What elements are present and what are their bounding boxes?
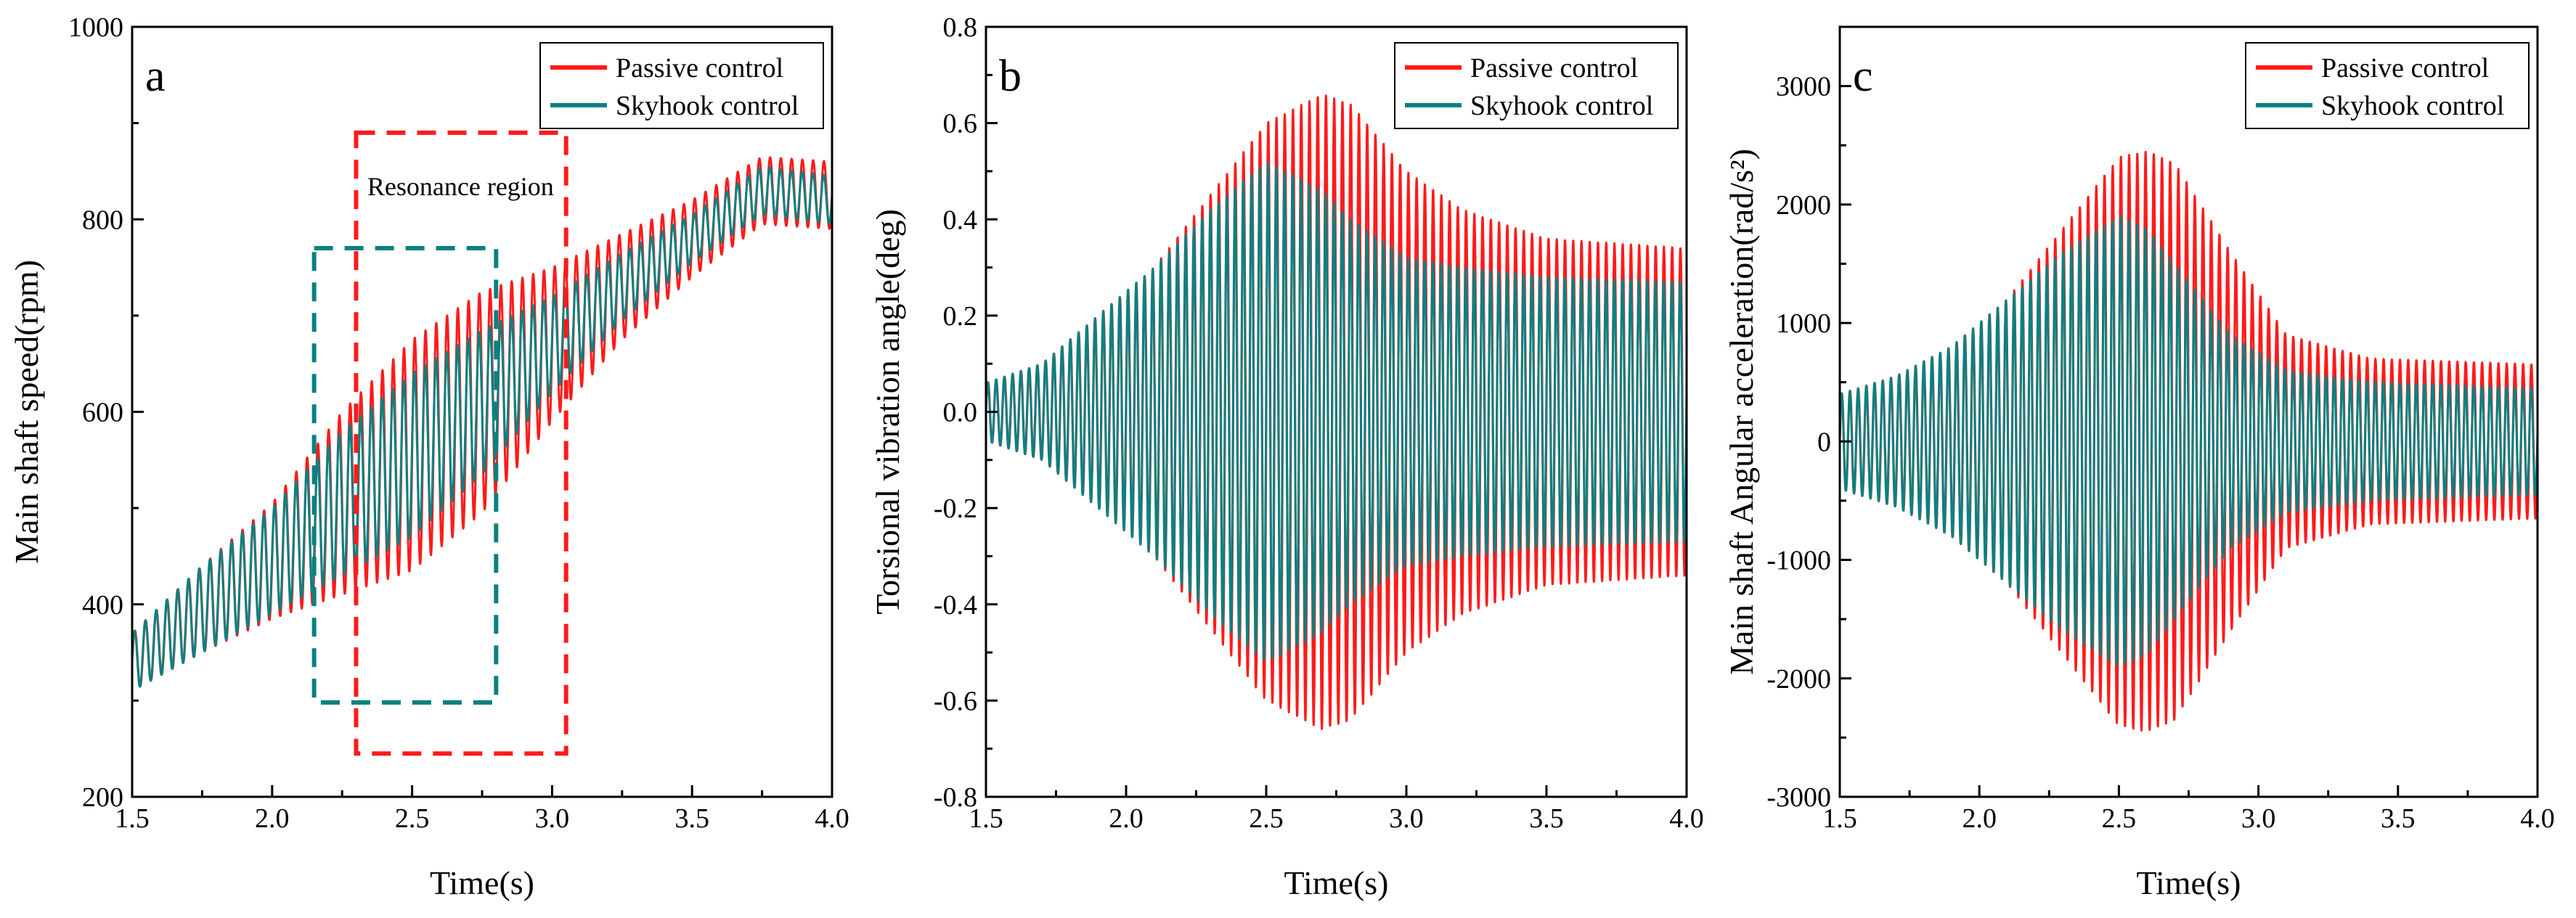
y-tick-label: 3000: [1776, 72, 1831, 102]
y-tick-label: 400: [82, 590, 123, 620]
y-tick-label: -0.8: [934, 782, 977, 813]
x-axis-title: Time(s): [2137, 864, 2241, 901]
y-tick-label: -3000: [1766, 782, 1831, 813]
series-line-skyhook-control: [1840, 216, 2538, 666]
x-tick-label: 4.0: [2520, 803, 2555, 834]
y-tick-label: 0.6: [943, 109, 978, 139]
x-tick-label: 4.0: [815, 803, 849, 834]
resonance-region-label: Resonance region: [367, 172, 554, 201]
skyhook-region-box: [311, 246, 499, 705]
x-tick-label: 2.5: [395, 803, 430, 834]
plot-area-c: [1840, 150, 2538, 732]
legend-label: Skyhook control: [1470, 91, 1653, 121]
y-tick-label: 2000: [1776, 190, 1831, 221]
legend-label: Skyhook control: [2321, 91, 2504, 121]
y-axis-title: Main shaft Angular acceleration(rad/s²): [1723, 149, 1760, 675]
x-tick-label: 4.0: [1669, 803, 1704, 834]
legend-label: Passive control: [2321, 53, 2489, 83]
legend-label: Passive control: [1470, 53, 1638, 83]
x-tick-label: 3.0: [1389, 803, 1424, 834]
legend-label: Passive control: [616, 53, 783, 83]
y-tick-label: -1000: [1766, 546, 1831, 576]
y-tick-label: 1000: [1776, 308, 1831, 339]
x-tick-label: 2.5: [1249, 803, 1284, 834]
x-tick-label: 3.0: [2241, 803, 2276, 834]
y-tick-label: 0: [1817, 427, 1831, 457]
panel-label: b: [999, 52, 1022, 101]
y-tick-label: 0.4: [943, 205, 978, 235]
y-axis-title: Torsional vibration angle(deg): [869, 209, 906, 615]
x-tick-label: 1.5: [1822, 803, 1857, 834]
x-tick-label: 3.5: [1529, 803, 1564, 834]
x-tick-label: 2.0: [255, 803, 290, 834]
plot-area-a: [132, 130, 832, 756]
legend-box: [539, 42, 824, 129]
y-tick-label: 800: [82, 205, 123, 235]
legend-label: Skyhook control: [616, 91, 799, 121]
y-tick-label: 1000: [68, 12, 123, 43]
panel-label: c: [1853, 52, 1873, 101]
resonance-region-box: [354, 130, 568, 756]
x-tick-label: 2.5: [2102, 803, 2137, 834]
y-tick-label: -0.4: [934, 590, 977, 620]
x-tick-label: 3.5: [674, 803, 709, 834]
x-axis-title: Time(s): [430, 864, 534, 901]
x-tick-label: 1.5: [969, 803, 1003, 834]
y-tick-label: 0.0: [943, 398, 978, 428]
legend-box: [1394, 42, 1679, 129]
x-axis-title: Time(s): [1284, 864, 1389, 901]
x-tick-label: 1.5: [115, 803, 150, 834]
y-axis-title: Main shaft speed(rpm): [8, 260, 45, 564]
y-tick-label: 0.8: [943, 12, 978, 43]
y-tick-label: -0.6: [934, 686, 977, 716]
y-tick-label: 0.2: [943, 301, 978, 332]
plot-area-b: [986, 94, 1687, 730]
x-tick-label: 3.0: [535, 803, 570, 834]
x-tick-label: 2.0: [1962, 803, 1997, 834]
x-tick-label: 2.0: [1109, 803, 1144, 834]
y-tick-label: 600: [82, 398, 123, 428]
y-tick-label: 200: [82, 782, 123, 813]
y-tick-label: -0.2: [934, 493, 977, 524]
series-line-skyhook-control: [986, 161, 1687, 661]
panel-label: a: [145, 52, 166, 101]
x-tick-label: 3.5: [2381, 803, 2416, 834]
legend-box: [2245, 42, 2530, 129]
series-line-skyhook-control: [132, 166, 832, 688]
y-tick-label: -2000: [1766, 664, 1831, 694]
